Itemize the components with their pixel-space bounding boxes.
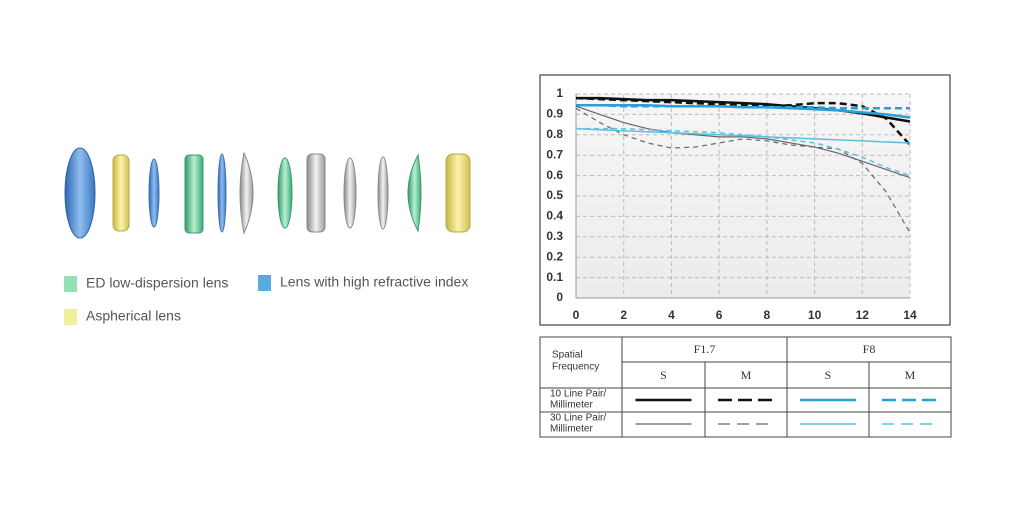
x-tick-label: 14 <box>903 308 917 322</box>
aperture-label: F1.7 <box>694 342 716 356</box>
mtf-line <box>575 107 911 234</box>
lines <box>575 96 911 234</box>
ticks: 00.10.20.30.40.50.60.70.80.910 2 4 6 8 10 12 14 <box>546 86 917 322</box>
plot-area <box>576 94 910 298</box>
lens <box>377 156 389 230</box>
table-header: Frequency <box>552 362 599 373</box>
legend-label: Aspherical lens <box>86 308 181 324</box>
y-tick-label: 0.3 <box>546 229 563 243</box>
x-tick-label: 0 <box>573 308 580 322</box>
mtf-line <box>576 103 910 110</box>
lens <box>306 153 326 233</box>
lens <box>277 157 293 229</box>
lens <box>112 154 130 232</box>
lens <box>148 158 160 228</box>
lens-legend: ED low-dispersion lens Lens with high ref… <box>64 274 468 325</box>
y-tick-label: 0.4 <box>546 209 563 223</box>
lens-diagram <box>64 147 471 239</box>
y-tick-label: 0.1 <box>546 270 563 284</box>
y-tick-label: 1 <box>556 86 563 100</box>
legend-table <box>539 336 952 438</box>
row-label: 30 Line Pair/ <box>550 413 606 424</box>
aperture-label: F8 <box>863 342 876 356</box>
y-tick-label: 0.2 <box>546 249 563 263</box>
lens <box>239 151 254 235</box>
mtf-line <box>575 96 911 146</box>
legend-label: ED low-dispersion lens <box>86 275 228 291</box>
lens <box>184 154 204 234</box>
lens <box>407 153 422 233</box>
lens <box>445 153 471 233</box>
y-tick-label: 0.7 <box>546 147 563 161</box>
x-tick-label: 8 <box>764 308 771 322</box>
direction-label: S <box>660 368 667 382</box>
lens <box>217 153 227 233</box>
direction-label: M <box>741 368 752 382</box>
row-label: Millimeter <box>550 400 593 411</box>
y-tick-label: 0.9 <box>546 107 563 121</box>
x-tick-label: 10 <box>808 308 822 322</box>
mtf-line <box>576 127 911 177</box>
legend-swatch <box>64 276 77 292</box>
row-label: 10 Line Pair/ <box>550 389 606 400</box>
y-tick-label: 0.5 <box>546 188 563 202</box>
x-tick-label: 2 <box>620 308 627 322</box>
legend-swatch <box>258 275 271 291</box>
table-header: Spatial <box>552 350 583 361</box>
mtf-line <box>575 127 911 144</box>
x-tick-label: 4 <box>668 308 675 322</box>
y-tick-label: 0 <box>556 290 563 304</box>
row-label: Millimeter <box>550 424 593 435</box>
direction-label: S <box>825 368 832 382</box>
lens <box>343 157 357 229</box>
lens <box>64 147 96 239</box>
y-tick-label: 0.8 <box>546 127 563 141</box>
legend-label: Lens with high refractive index <box>280 274 468 290</box>
direction-label: M <box>905 368 916 382</box>
y-tick-label: 0.6 <box>546 168 563 182</box>
x-tick-label: 12 <box>856 308 870 322</box>
legend-swatch <box>64 309 77 325</box>
x-tick-label: 6 <box>716 308 723 322</box>
